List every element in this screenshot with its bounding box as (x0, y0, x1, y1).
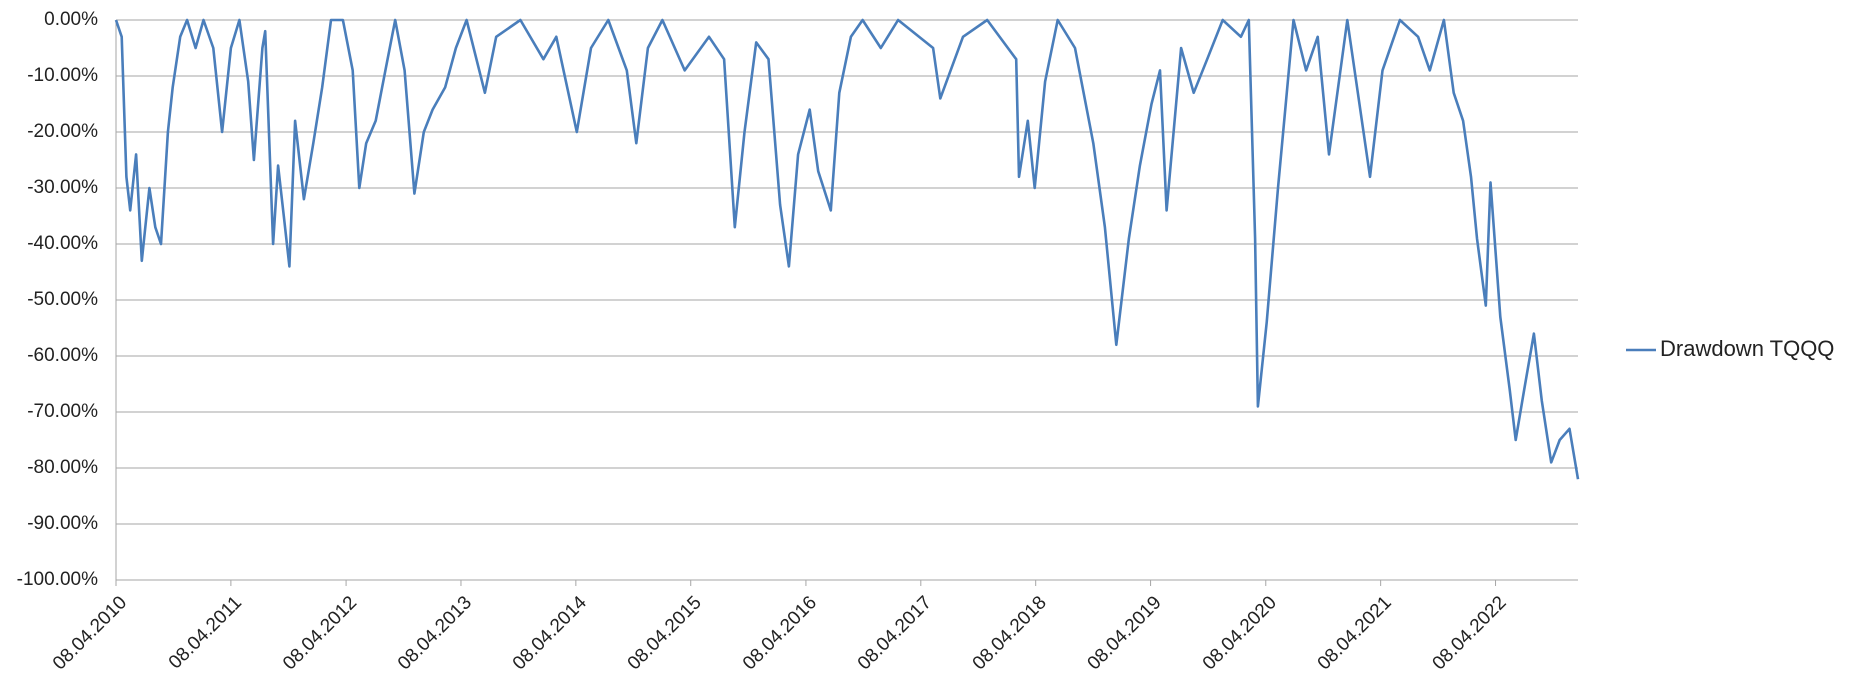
x-tick-label: 08.04.2020 (1199, 592, 1281, 674)
x-tick-label: 08.04.2017 (854, 592, 936, 674)
x-tick-label: 08.04.2015 (624, 592, 706, 674)
x-tick-label: 08.04.2016 (739, 592, 821, 674)
x-tick-label: 08.04.2014 (509, 592, 591, 674)
y-tick-label: -30.00% (27, 177, 98, 198)
x-tick-label: 08.04.2010 (49, 592, 131, 674)
x-tick-label: 08.04.2012 (279, 592, 361, 674)
x-tick-label: 08.04.2011 (165, 592, 246, 673)
x-tick-label: 08.04.2021 (1314, 592, 1396, 674)
x-tick-label: 08.04.2022 (1429, 592, 1511, 674)
y-tick-label: 0.00% (44, 9, 98, 30)
y-tick-label: -80.00% (27, 457, 98, 478)
y-tick-label: -20.00% (27, 121, 98, 142)
y-tick-label: -50.00% (27, 289, 98, 310)
x-tick-label: 08.04.2019 (1084, 592, 1166, 674)
line-series (114, 18, 1580, 480)
y-tick-label: -90.00% (27, 513, 98, 534)
y-tick-label: -10.00% (27, 65, 98, 86)
x-tick-label: 08.04.2013 (394, 592, 476, 674)
x-tick-label: 08.04.2018 (969, 592, 1051, 674)
y-tick-label: -60.00% (27, 345, 98, 366)
y-tick-label: -40.00% (27, 233, 98, 254)
y-tick-label: -70.00% (27, 401, 98, 422)
y-tick-label: -100.00% (17, 569, 98, 590)
legend-label: Drawdown TQQQ (1660, 336, 1834, 361)
